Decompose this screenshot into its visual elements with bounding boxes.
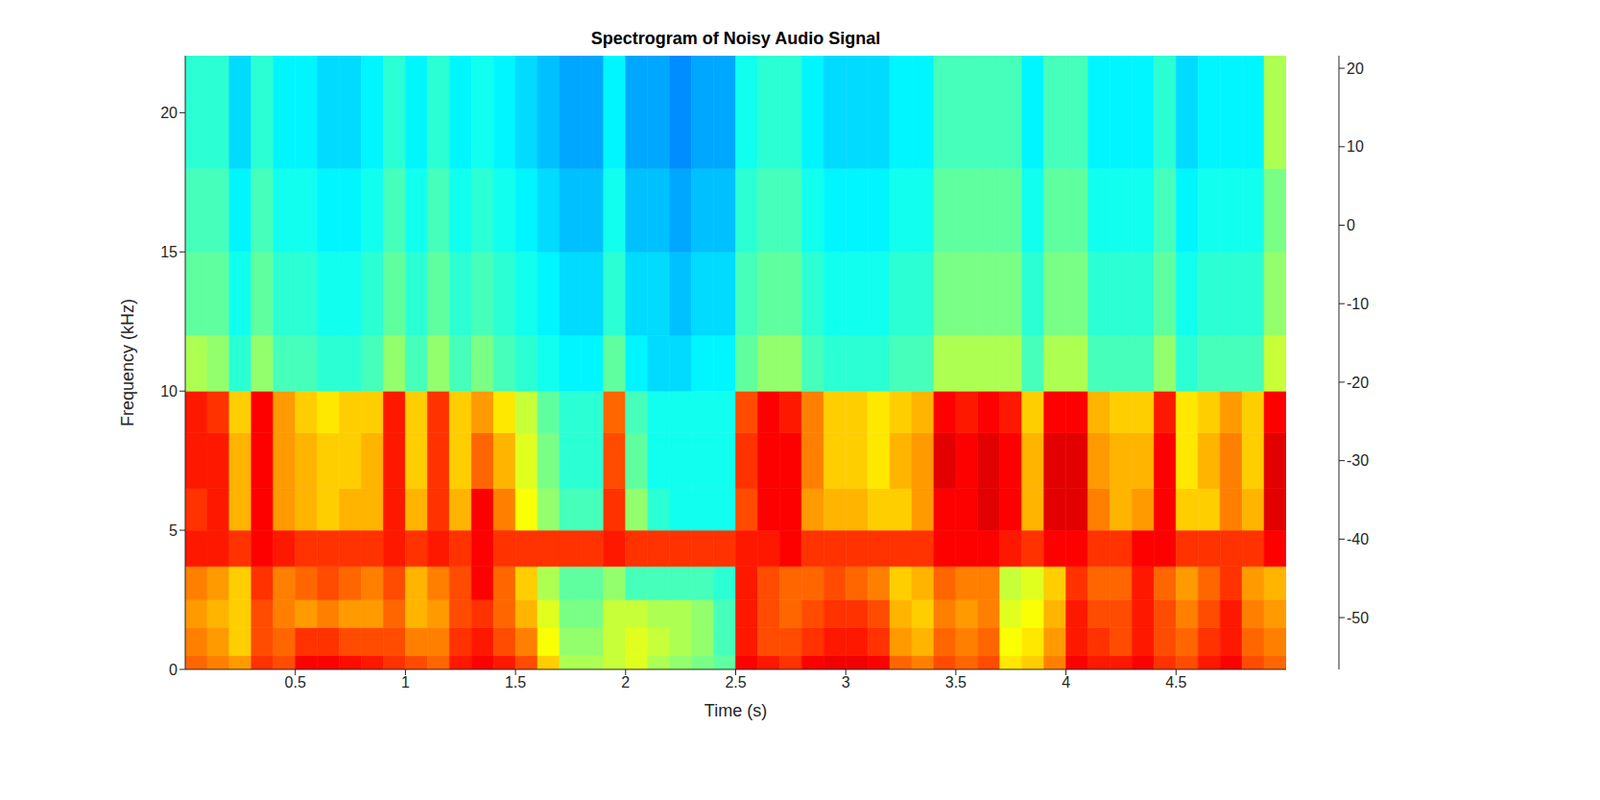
svg-text:10: 10: [160, 382, 178, 400]
svg-text:20: 20: [1346, 60, 1364, 77]
svg-text:10: 10: [1346, 138, 1364, 155]
svg-text:5: 5: [168, 522, 178, 539]
svg-text:3: 3: [841, 673, 851, 691]
svg-text:2.5: 2.5: [724, 673, 746, 691]
svg-text:4: 4: [1061, 673, 1071, 691]
svg-text:0: 0: [1346, 216, 1356, 234]
svg-text:-40: -40: [1346, 530, 1369, 548]
svg-text:1: 1: [401, 673, 410, 691]
svg-text:4.5: 4.5: [1165, 673, 1187, 691]
svg-text:0.5: 0.5: [285, 673, 307, 691]
svg-text:20: 20: [160, 104, 178, 121]
svg-text:3.5: 3.5: [945, 673, 967, 691]
svg-text:2: 2: [620, 673, 630, 691]
svg-text:-10: -10: [1346, 295, 1369, 312]
svg-text:-20: -20: [1346, 374, 1369, 391]
svg-text:-50: -50: [1346, 609, 1369, 626]
svg-text:1.5: 1.5: [504, 673, 526, 691]
html-text:Spectrogram of Noisy Audio Sig: Spectrogram of Noisy Audio Signal: [591, 28, 881, 48]
svg-text:0: 0: [168, 661, 178, 678]
svg-text:Time (s): Time (s): [704, 700, 767, 720]
svg-text:-30: -30: [1346, 452, 1369, 469]
svg-text:Frequency (kHz): Frequency (kHz): [118, 298, 138, 427]
svg-text:15: 15: [160, 243, 178, 261]
